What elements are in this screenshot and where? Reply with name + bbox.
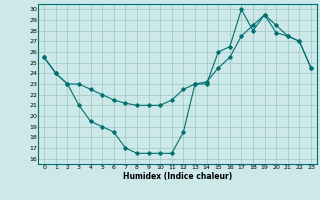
X-axis label: Humidex (Indice chaleur): Humidex (Indice chaleur) <box>123 172 232 181</box>
